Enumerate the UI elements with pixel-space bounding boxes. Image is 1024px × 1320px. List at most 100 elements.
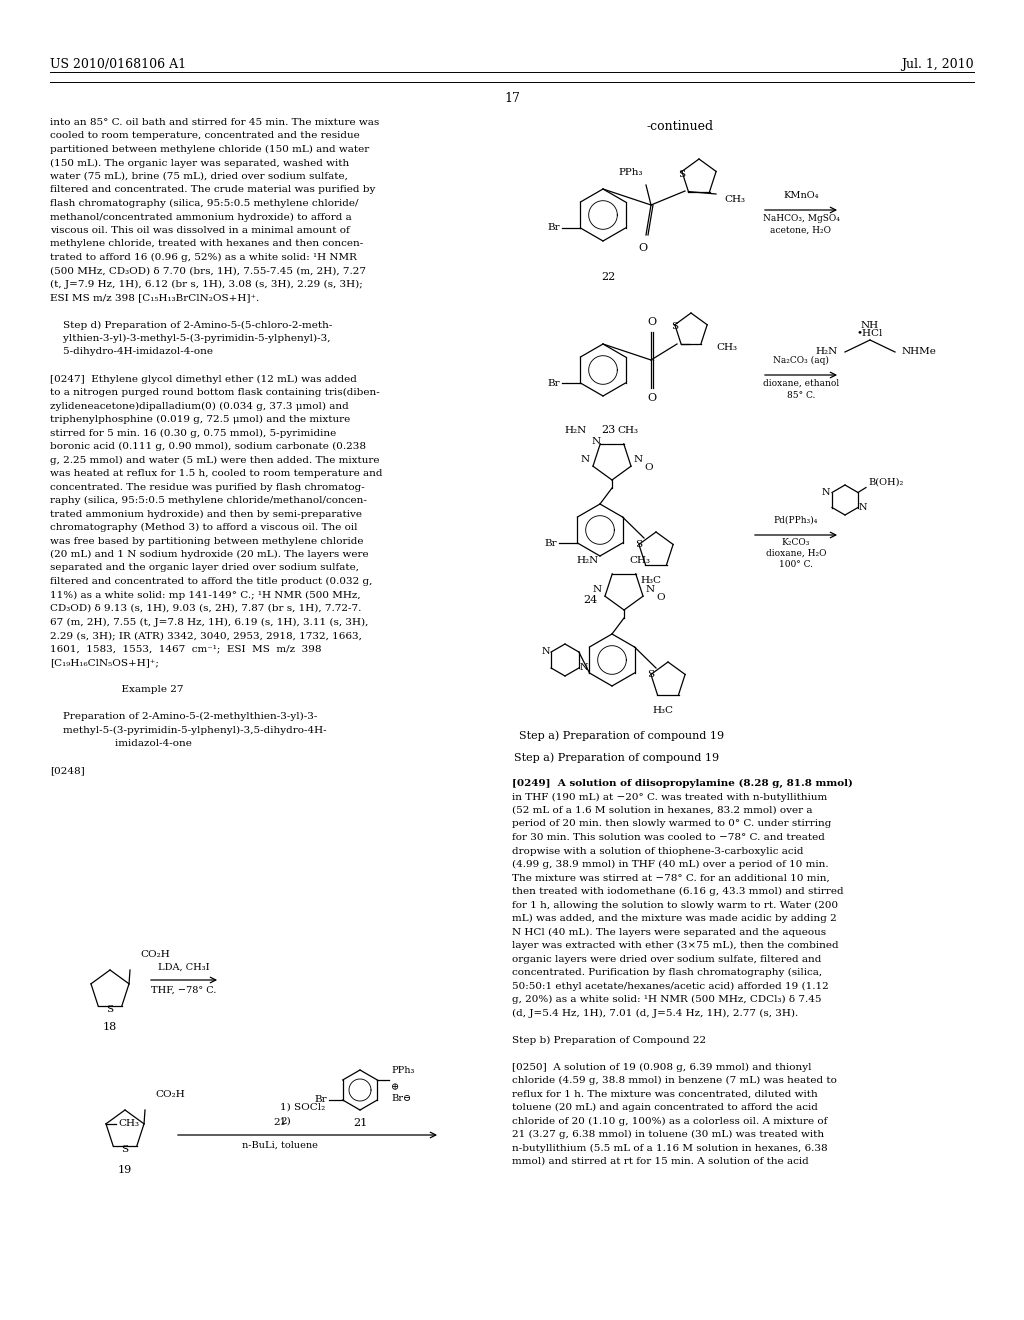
Text: was heated at reflux for 1.5 h, cooled to room temperature and: was heated at reflux for 1.5 h, cooled t…	[50, 469, 383, 478]
Text: N: N	[634, 455, 643, 465]
Text: partitioned between methylene chloride (150 mL) and water: partitioned between methylene chloride (…	[50, 145, 370, 154]
Text: filtered and concentrated. The crude material was purified by: filtered and concentrated. The crude mat…	[50, 186, 376, 194]
Text: NaHCO₃, MgSO₄: NaHCO₃, MgSO₄	[763, 214, 840, 223]
Text: S: S	[122, 1146, 129, 1155]
Text: 18: 18	[102, 1022, 117, 1032]
Text: S: S	[647, 671, 654, 678]
Text: 11%) as a white solid: mp 141-149° C.; ¹H NMR (500 MHz,: 11%) as a white solid: mp 141-149° C.; ¹…	[50, 590, 360, 599]
Text: methylene chloride, treated with hexanes and then concen-: methylene chloride, treated with hexanes…	[50, 239, 364, 248]
Text: g, 2.25 mmol) and water (5 mL) were then added. The mixture: g, 2.25 mmol) and water (5 mL) were then…	[50, 455, 380, 465]
Text: acetone, H₂O: acetone, H₂O	[770, 226, 831, 235]
Text: (150 mL). The organic layer was separated, washed with: (150 mL). The organic layer was separate…	[50, 158, 349, 168]
Text: KMnO₄: KMnO₄	[783, 191, 819, 201]
Text: boronic acid (0.111 g, 0.90 mmol), sodium carbonate (0.238: boronic acid (0.111 g, 0.90 mmol), sodiu…	[50, 442, 366, 451]
Text: O: O	[644, 463, 652, 473]
Text: triphenylphosphine (0.019 g, 72.5 μmol) and the mixture: triphenylphosphine (0.019 g, 72.5 μmol) …	[50, 414, 350, 424]
Text: then treated with iodomethane (6.16 g, 43.3 mmol) and stirred: then treated with iodomethane (6.16 g, 4…	[512, 887, 844, 896]
Text: (20 mL) and 1 N sodium hydroxide (20 mL). The layers were: (20 mL) and 1 N sodium hydroxide (20 mL)…	[50, 550, 369, 560]
Text: layer was extracted with ether (3×75 mL), then the combined: layer was extracted with ether (3×75 mL)…	[512, 941, 839, 950]
Text: toluene (20 mL) and again concentrated to afford the acid: toluene (20 mL) and again concentrated t…	[512, 1104, 818, 1113]
Text: dioxane, H₂O: dioxane, H₂O	[766, 549, 826, 558]
Text: trated ammonium hydroxide) and then by semi-preparative: trated ammonium hydroxide) and then by s…	[50, 510, 362, 519]
Text: (t, J=7.9 Hz, 1H), 6.12 (br s, 1H), 3.08 (s, 3H), 2.29 (s, 3H);: (t, J=7.9 Hz, 1H), 6.12 (br s, 1H), 3.08…	[50, 280, 362, 289]
Text: NHMe: NHMe	[902, 347, 937, 356]
Text: 24: 24	[583, 595, 597, 605]
Text: O: O	[647, 317, 656, 327]
Text: CH₃: CH₃	[617, 426, 638, 436]
Text: n-butyllithium (5.5 mL of a 1.16 M solution in hexanes, 6.38: n-butyllithium (5.5 mL of a 1.16 M solut…	[512, 1143, 827, 1152]
Text: Br: Br	[314, 1096, 327, 1105]
Text: chloride of 20 (1.10 g, 100%) as a colorless oil. A mixture of: chloride of 20 (1.10 g, 100%) as a color…	[512, 1117, 827, 1126]
Text: concentrated. The residue was purified by flash chromatog-: concentrated. The residue was purified b…	[50, 483, 365, 491]
Text: N: N	[581, 455, 590, 465]
Text: ⊕: ⊕	[391, 1082, 399, 1092]
Text: S: S	[635, 540, 642, 549]
Text: S: S	[672, 322, 678, 331]
Text: -continued: -continued	[646, 120, 714, 133]
Text: 100° C.: 100° C.	[779, 560, 813, 569]
Text: CH₃: CH₃	[724, 194, 745, 203]
Text: Br: Br	[548, 223, 560, 232]
Text: Jul. 1, 2010: Jul. 1, 2010	[901, 58, 974, 71]
Text: O: O	[647, 393, 656, 403]
Text: H₂N: H₂N	[577, 556, 599, 565]
Text: dropwise with a solution of thiophene-3-carboxylic acid: dropwise with a solution of thiophene-3-…	[512, 846, 804, 855]
Text: [0249]  A solution of diisopropylamine (8.28 g, 81.8 mmol): [0249] A solution of diisopropylamine (8…	[512, 779, 853, 788]
Text: 17: 17	[504, 92, 520, 106]
Text: PPh₃: PPh₃	[391, 1067, 415, 1074]
Text: THF, −78° C.: THF, −78° C.	[152, 986, 217, 995]
Text: [0248]: [0248]	[50, 766, 85, 775]
Text: Br: Br	[548, 379, 560, 388]
Text: N: N	[593, 586, 602, 594]
Text: (500 MHz, CD₃OD) δ 7.70 (brs, 1H), 7.55-7.45 (m, 2H), 7.27: (500 MHz, CD₃OD) δ 7.70 (brs, 1H), 7.55-…	[50, 267, 366, 276]
Text: 1601,  1583,  1553,  1467  cm⁻¹;  ESI  MS  m/z  398: 1601, 1583, 1553, 1467 cm⁻¹; ESI MS m/z …	[50, 644, 322, 653]
Text: Step d) Preparation of 2-Amino-5-(5-chloro-2-meth-: Step d) Preparation of 2-Amino-5-(5-chlo…	[50, 321, 333, 330]
Text: Pd(PPh₃)₄: Pd(PPh₃)₄	[774, 516, 818, 525]
Text: ESI MS m/z 398 [C₁₅H₁₃BrClN₂OS+H]⁺.: ESI MS m/z 398 [C₁₅H₁₃BrClN₂OS+H]⁺.	[50, 293, 259, 302]
Text: NH: NH	[861, 321, 879, 330]
Text: CH₃: CH₃	[629, 556, 650, 565]
Text: 23: 23	[601, 425, 615, 436]
Text: (4.99 g, 38.9 mmol) in THF (40 mL) over a period of 10 min.: (4.99 g, 38.9 mmol) in THF (40 mL) over …	[512, 861, 828, 869]
Text: The mixture was stirred at −78° C. for an additional 10 min,: The mixture was stirred at −78° C. for a…	[512, 874, 829, 883]
Text: in THF (190 mL) at −20° C. was treated with n-butyllithium: in THF (190 mL) at −20° C. was treated w…	[512, 792, 827, 801]
Text: into an 85° C. oil bath and stirred for 45 min. The mixture was: into an 85° C. oil bath and stirred for …	[50, 117, 379, 127]
Text: CH₃: CH₃	[118, 1119, 139, 1129]
Text: chromatography (Method 3) to afford a viscous oil. The oil: chromatography (Method 3) to afford a vi…	[50, 523, 357, 532]
Text: separated and the organic layer dried over sodium sulfate,: separated and the organic layer dried ov…	[50, 564, 359, 573]
Text: was free based by partitioning between methylene chloride: was free based by partitioning between m…	[50, 536, 364, 545]
Text: 21: 21	[273, 1118, 287, 1127]
Text: trated to afford 16 (0.96 g, 52%) as a white solid: ¹H NMR: trated to afford 16 (0.96 g, 52%) as a w…	[50, 253, 357, 263]
Text: S: S	[678, 170, 685, 180]
Text: for 1 h, allowing the solution to slowly warm to rt. Water (200: for 1 h, allowing the solution to slowly…	[512, 900, 838, 909]
Text: •HCl: •HCl	[857, 329, 883, 338]
Text: 2): 2)	[280, 1117, 291, 1126]
Text: US 2010/0168106 A1: US 2010/0168106 A1	[50, 58, 186, 71]
Text: Na₂CO₃ (aq): Na₂CO₃ (aq)	[773, 356, 829, 366]
Text: cooled to room temperature, concentrated and the residue: cooled to room temperature, concentrated…	[50, 132, 359, 140]
Text: zylideneacetone)dipalladium(0) (0.034 g, 37.3 μmol) and: zylideneacetone)dipalladium(0) (0.034 g,…	[50, 401, 349, 411]
Text: g, 20%) as a white solid: ¹H NMR (500 MHz, CDCl₃) δ 7.45: g, 20%) as a white solid: ¹H NMR (500 MH…	[512, 995, 821, 1005]
Text: 21 (3.27 g, 6.38 mmol) in toluene (30 mL) was treated with: 21 (3.27 g, 6.38 mmol) in toluene (30 mL…	[512, 1130, 824, 1139]
Text: 21: 21	[353, 1118, 368, 1129]
Text: flash chromatography (silica, 95:5:0.5 methylene chloride/: flash chromatography (silica, 95:5:0.5 m…	[50, 199, 358, 209]
Text: [0250]  A solution of 19 (0.908 g, 6.39 mmol) and thionyl: [0250] A solution of 19 (0.908 g, 6.39 m…	[512, 1063, 811, 1072]
Text: chloride (4.59 g, 38.8 mmol) in benzene (7 mL) was heated to: chloride (4.59 g, 38.8 mmol) in benzene …	[512, 1076, 837, 1085]
Text: Example 27: Example 27	[50, 685, 183, 694]
Text: methanol/concentrated ammonium hydroxide) to afford a: methanol/concentrated ammonium hydroxide…	[50, 213, 352, 222]
Text: 85° C.: 85° C.	[786, 391, 815, 400]
Text: Br⊖: Br⊖	[391, 1094, 412, 1104]
Text: CH₃: CH₃	[716, 343, 737, 352]
Text: PPh₃: PPh₃	[618, 168, 643, 177]
Text: CD₃OD) δ 9.13 (s, 1H), 9.03 (s, 2H), 7.87 (br s, 1H), 7.72-7.: CD₃OD) δ 9.13 (s, 1H), 9.03 (s, 2H), 7.8…	[50, 605, 361, 612]
Text: CO₂H: CO₂H	[155, 1090, 184, 1100]
Text: [0247]  Ethylene glycol dimethyl ether (12 mL) was added: [0247] Ethylene glycol dimethyl ether (1…	[50, 375, 357, 384]
Text: O: O	[656, 594, 665, 602]
Text: for 30 min. This solution was cooled to −78° C. and treated: for 30 min. This solution was cooled to …	[512, 833, 825, 842]
Text: Br: Br	[545, 539, 557, 548]
Text: 1) SOCl₂: 1) SOCl₂	[280, 1104, 326, 1111]
Text: concentrated. Purification by flash chromatography (silica,: concentrated. Purification by flash chro…	[512, 968, 822, 977]
Text: N: N	[859, 503, 867, 512]
Text: O: O	[638, 243, 647, 253]
Text: filtered and concentrated to afford the title product (0.032 g,: filtered and concentrated to afford the …	[50, 577, 373, 586]
